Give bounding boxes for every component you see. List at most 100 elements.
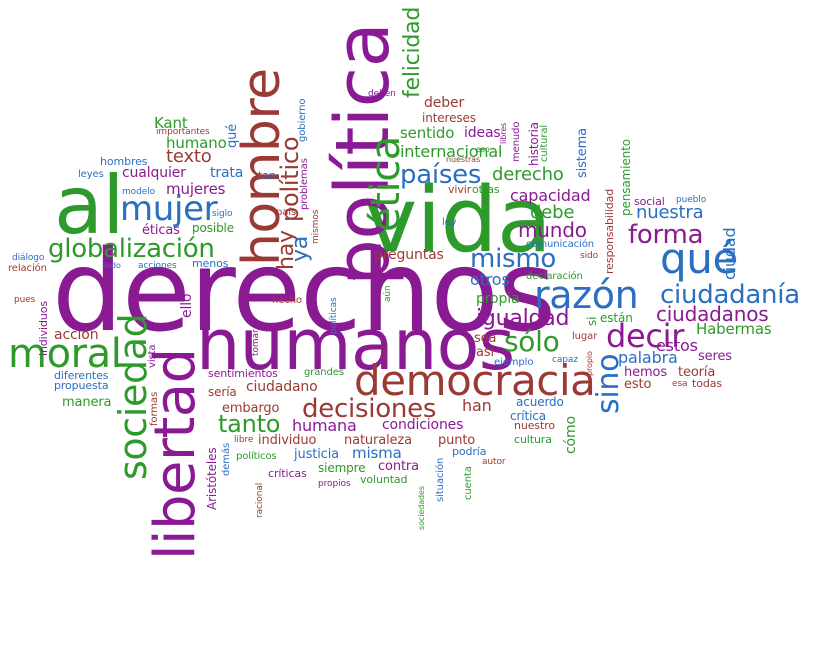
word: acción [54, 327, 99, 343]
word: caso [379, 345, 389, 366]
word: relación [8, 263, 47, 274]
word: internacional [400, 142, 503, 161]
word: lado [104, 261, 121, 270]
word: ejemplo [494, 357, 534, 368]
word: sería [208, 385, 237, 399]
word: si [585, 316, 599, 326]
word: eso [476, 145, 490, 154]
word: propios [318, 479, 351, 489]
word: críticas [268, 467, 307, 480]
word: trata [210, 165, 244, 181]
word: deber [424, 95, 465, 111]
word: mismo [470, 244, 557, 274]
word: racional [255, 482, 265, 518]
word: palabra [618, 348, 678, 367]
word: formas [149, 391, 160, 426]
word: hombres [100, 155, 148, 168]
word: problemas [299, 158, 310, 210]
word: Aristóteles [205, 447, 219, 510]
word: aún [383, 285, 393, 302]
word: decisiones [302, 394, 437, 424]
word: contra [378, 459, 419, 474]
word: ideas [464, 125, 501, 141]
word: naturaleza [344, 433, 412, 448]
word: ciudad [720, 227, 739, 280]
word: sistema [575, 128, 590, 178]
word: lugar [572, 331, 598, 342]
word: vida [364, 168, 552, 273]
word: vivir [448, 183, 472, 196]
word: esa [672, 379, 688, 389]
word: nuestro [514, 419, 555, 432]
word: mujeres [166, 180, 226, 198]
word: sea [474, 331, 497, 346]
word: pueblo [676, 195, 707, 205]
word: condiciones [382, 417, 464, 433]
word: ciudadanos [656, 302, 769, 326]
word: capaz [552, 355, 578, 365]
word: igualdad [476, 306, 570, 331]
word: razón [534, 273, 639, 317]
word: manera [62, 395, 112, 410]
word: debe [530, 202, 575, 223]
word: nuestra [636, 202, 704, 223]
word: estos [656, 336, 698, 355]
word: políticas [329, 297, 339, 334]
word: cómo [563, 416, 579, 454]
word: esto [624, 377, 652, 392]
word: crítica [510, 409, 547, 423]
word: gobierno [297, 98, 308, 142]
word: punto [438, 433, 476, 448]
word: individuos [37, 301, 50, 356]
word: al [54, 159, 124, 252]
word: hecho [272, 295, 302, 306]
word: así [476, 345, 494, 360]
word: situación [435, 457, 446, 502]
word: menudo [511, 121, 522, 162]
word: sólo [504, 325, 560, 358]
word: declaración [526, 271, 583, 282]
word: voluntad [360, 473, 408, 486]
word: sido [580, 251, 599, 261]
word: otros [470, 270, 510, 289]
word: sociedad [111, 313, 155, 480]
word: Habermas [696, 320, 772, 338]
word: ciudadanía [660, 280, 800, 310]
word: propia [476, 291, 520, 307]
word: forma [628, 220, 704, 250]
word: individuo [258, 433, 317, 448]
word: ley [442, 217, 457, 228]
word: tan [258, 169, 276, 182]
word: cualquier [122, 165, 186, 181]
word: nuestras [446, 155, 481, 164]
word: autor [482, 457, 506, 467]
word: menos [192, 257, 229, 270]
word: están [600, 311, 633, 325]
word: podría [452, 445, 487, 458]
word: diálogo [12, 253, 45, 263]
word: políticos [236, 451, 277, 462]
word: preguntas [374, 247, 444, 263]
word: misma [352, 444, 402, 462]
word: felicidad [400, 6, 425, 98]
word: propuesta [54, 379, 109, 392]
word: decir [606, 317, 685, 355]
word: comunicación [526, 239, 594, 250]
word: siglo [212, 209, 233, 219]
word: libre [234, 435, 254, 445]
word: propio [585, 351, 594, 376]
word: sentimientos [208, 367, 278, 380]
word: mismos [311, 209, 321, 244]
word: acuerdo [516, 395, 564, 409]
word: demás [221, 442, 232, 476]
word: han [462, 396, 492, 415]
word: social [634, 195, 665, 208]
word: cuenta [463, 466, 474, 500]
word: países [400, 160, 482, 190]
word: democracia [354, 356, 596, 405]
word: modelo [122, 187, 155, 197]
word: tomar [251, 329, 261, 356]
word: éticas [142, 223, 180, 238]
word: importantes [156, 127, 210, 137]
